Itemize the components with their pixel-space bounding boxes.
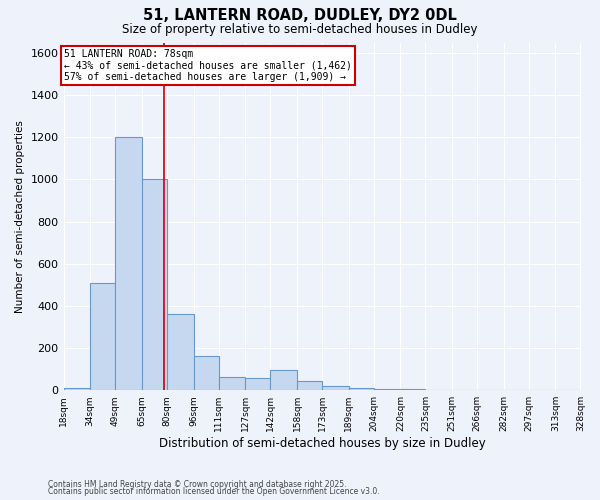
Bar bbox=[400, 389, 425, 390]
Bar bbox=[297, 380, 322, 390]
Text: 51 LANTERN ROAD: 78sqm
← 43% of semi-detached houses are smaller (1,462)
57% of : 51 LANTERN ROAD: 78sqm ← 43% of semi-det… bbox=[64, 49, 352, 82]
Bar bbox=[167, 314, 194, 390]
Bar bbox=[218, 376, 245, 390]
Bar bbox=[194, 356, 218, 390]
Text: Contains HM Land Registry data © Crown copyright and database right 2025.: Contains HM Land Registry data © Crown c… bbox=[48, 480, 347, 489]
Y-axis label: Number of semi-detached properties: Number of semi-detached properties bbox=[15, 120, 25, 313]
Bar bbox=[64, 388, 90, 390]
Bar bbox=[142, 180, 167, 390]
Bar bbox=[90, 282, 115, 390]
Bar bbox=[245, 378, 271, 390]
Bar bbox=[322, 386, 349, 390]
Bar bbox=[115, 138, 142, 390]
Bar bbox=[271, 370, 297, 390]
Bar bbox=[374, 389, 400, 390]
Bar bbox=[349, 388, 374, 390]
Text: 51, LANTERN ROAD, DUDLEY, DY2 0DL: 51, LANTERN ROAD, DUDLEY, DY2 0DL bbox=[143, 8, 457, 22]
Text: Size of property relative to semi-detached houses in Dudley: Size of property relative to semi-detach… bbox=[122, 22, 478, 36]
Text: Contains public sector information licensed under the Open Government Licence v3: Contains public sector information licen… bbox=[48, 487, 380, 496]
X-axis label: Distribution of semi-detached houses by size in Dudley: Distribution of semi-detached houses by … bbox=[158, 437, 485, 450]
